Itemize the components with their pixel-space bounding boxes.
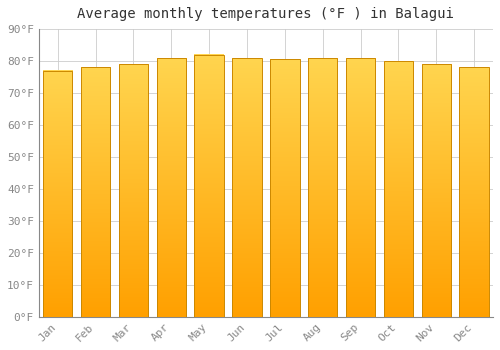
- Bar: [422, 64, 451, 317]
- Bar: [308, 58, 338, 317]
- Bar: [81, 68, 110, 317]
- Bar: [270, 60, 300, 317]
- Bar: [346, 58, 376, 317]
- Bar: [156, 58, 186, 317]
- Bar: [232, 58, 262, 317]
- Bar: [118, 64, 148, 317]
- Bar: [384, 61, 413, 317]
- Bar: [194, 55, 224, 317]
- Bar: [43, 71, 72, 317]
- Title: Average monthly temperatures (°F ) in Balagui: Average monthly temperatures (°F ) in Ba…: [78, 7, 454, 21]
- Bar: [460, 68, 489, 317]
